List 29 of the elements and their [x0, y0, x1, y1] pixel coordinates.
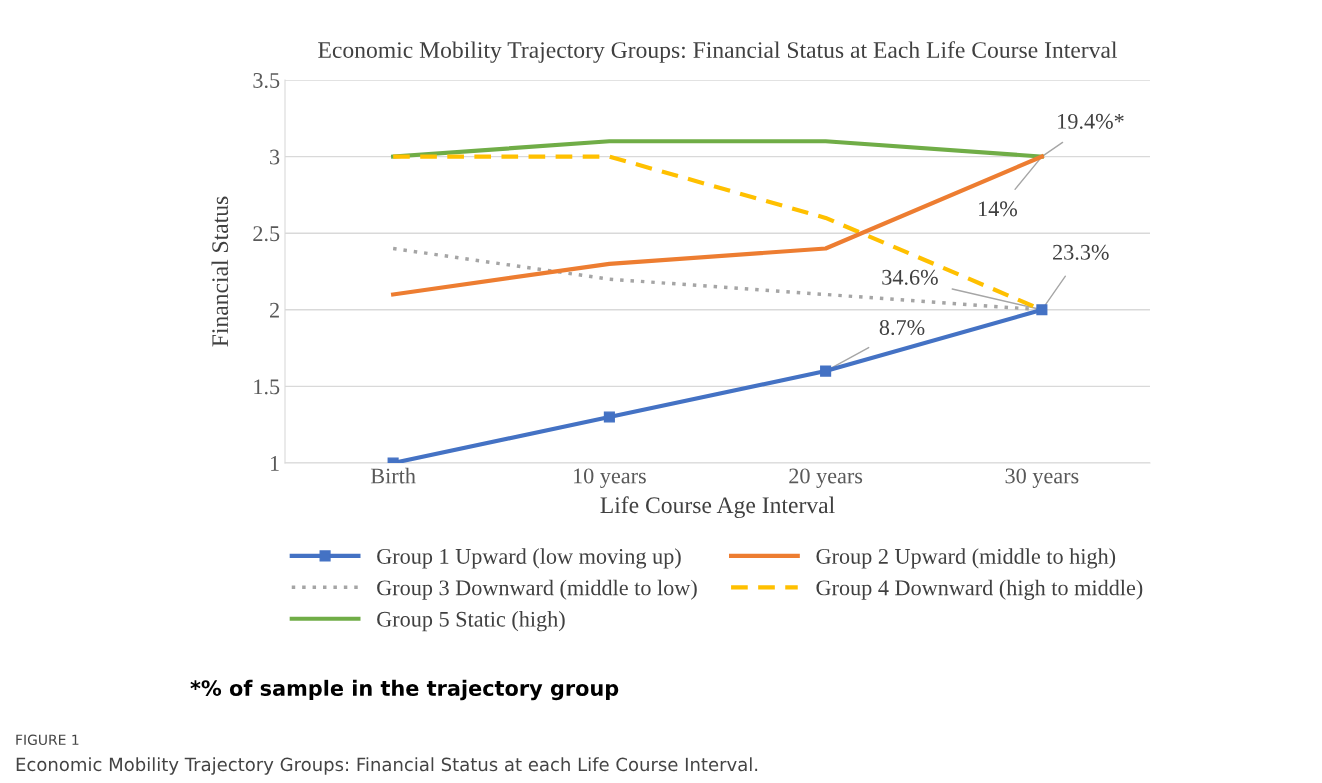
x-tick-label: 20 years	[789, 468, 863, 489]
point	[1036, 304, 1048, 316]
annotation: 19.4%*	[1058, 113, 1124, 129]
point	[820, 365, 832, 377]
x-tick-label: Birth	[370, 467, 416, 484]
caption: FIGURE 1	[16, 734, 79, 746]
point	[603, 411, 615, 423]
chart-title: Economic Mobility Trajectory Groups: Financial Status at Each Life Course Interval	[318, 41, 1118, 63]
annotation: 8.7%	[879, 319, 925, 336]
x-axis-title: Life Course Age Interval	[600, 496, 835, 519]
legend-label: Group 3 Downward (middle to low)	[377, 579, 697, 600]
annotation: 14%	[979, 201, 1018, 217]
y-tick-label: 3	[270, 149, 280, 165]
y-axis-title: Financial Status	[211, 196, 229, 347]
y-tick-label: 1	[270, 456, 279, 471]
annotation: 34.6%	[882, 269, 938, 285]
x-tick-label: 30 years	[1005, 468, 1079, 489]
y-tick-label: 2	[270, 302, 279, 318]
annotation: 23.3%	[1053, 244, 1109, 260]
text: Economic Mobility Trajectory Groups: Financial Status at each Life Course Interval.	[16, 757, 758, 775]
legend-label: Group 1 Upward (low moving up)	[377, 548, 681, 569]
legend-label: Group 4 Downward (high to middle)	[816, 579, 1143, 600]
text: *% of sample in the trajectory group	[190, 679, 619, 701]
y-tick-label: 1.5	[254, 379, 280, 395]
legend-label: Group 5 Static (high)	[377, 611, 565, 632]
y-tick-label: 2.5	[253, 226, 280, 242]
y-tick-label: 3.5	[253, 72, 280, 89]
x-tick-label: 10 years	[574, 468, 646, 489]
legend-label: Group 2 Upward (middle to high)	[816, 548, 1116, 569]
